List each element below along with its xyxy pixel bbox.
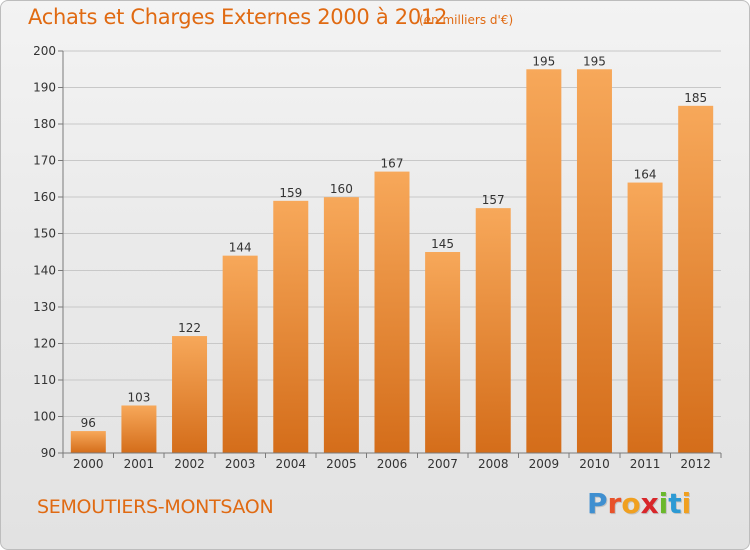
- chart-title: Achats et Charges Externes 2000 à 2012: [28, 5, 448, 29]
- value-label: 167: [381, 157, 404, 171]
- value-label: 195: [532, 54, 555, 68]
- y-tick-label: 190: [33, 81, 56, 95]
- bar-2011: [627, 182, 663, 453]
- bar-2003: [222, 255, 258, 453]
- bar-2001: [121, 405, 157, 453]
- value-labels: 96 103 122 144 159 160 167 145 157 195 195 164 185: [81, 54, 707, 430]
- y-axis-ticks: 90 100 110 120 130 140 150 160 170 180 190 200: [33, 44, 63, 460]
- value-label: 185: [684, 91, 707, 105]
- x-tick-label: 2005: [326, 457, 357, 471]
- value-label: 195: [583, 54, 606, 68]
- bar-2012: [678, 105, 714, 454]
- value-label: 122: [178, 321, 201, 335]
- value-label: 96: [81, 416, 96, 430]
- bar-2005: [323, 197, 359, 453]
- x-axis-ticks: 2000 2001 2002 2003 2004 2005 2006 2007 2008 2009…: [62, 453, 722, 471]
- chart-subtitle: (en milliers d'€): [419, 13, 514, 27]
- y-tick-label: 110: [33, 373, 56, 387]
- x-tick-label: 2003: [225, 457, 256, 471]
- y-tick-label: 160: [33, 190, 56, 204]
- logo-letter: x: [640, 487, 659, 520]
- bar-2009: [526, 69, 562, 453]
- bar-2004: [273, 200, 309, 453]
- x-tick-label: 2010: [579, 457, 610, 471]
- bar-2006: [374, 171, 410, 453]
- bar-2010: [576, 69, 612, 453]
- y-tick-label: 200: [33, 44, 56, 58]
- value-label: 160: [330, 182, 353, 196]
- proxiti-logo: Proxiti: [587, 487, 691, 520]
- logo-letter: t: [668, 487, 682, 520]
- x-tick-label: 2000: [73, 457, 104, 471]
- y-tick-label: 120: [33, 336, 56, 350]
- x-tick-label: 2007: [427, 457, 458, 471]
- x-tick-label: 2002: [174, 457, 205, 471]
- logo-letter: i: [658, 487, 669, 520]
- value-label: 159: [279, 186, 302, 200]
- y-tick-label: 100: [33, 409, 56, 423]
- y-tick-label: 90: [41, 446, 56, 460]
- x-tick-label: 2012: [680, 457, 711, 471]
- value-label: 157: [482, 193, 505, 207]
- value-label: 103: [127, 390, 150, 404]
- x-tick-label: 2004: [275, 457, 306, 471]
- value-label: 164: [634, 168, 657, 182]
- logo-letter: P: [587, 487, 608, 520]
- bar-2002: [172, 336, 208, 453]
- logo-letter: r: [607, 487, 622, 520]
- bar-2008: [475, 208, 511, 453]
- x-tick-label: 2008: [478, 457, 509, 471]
- x-tick-label: 2009: [529, 457, 560, 471]
- value-label: 145: [431, 237, 454, 251]
- y-tick-label: 170: [33, 154, 56, 168]
- bar-2007: [425, 252, 461, 453]
- y-tick-label: 140: [33, 263, 56, 277]
- x-tick-label: 2011: [630, 457, 661, 471]
- bars: [70, 69, 714, 454]
- commune-name: SEMOUTIERS-MONTSAON: [37, 496, 274, 518]
- y-tick-label: 130: [33, 300, 56, 314]
- value-label: 144: [229, 241, 252, 255]
- x-tick-label: 2006: [377, 457, 408, 471]
- y-tick-label: 150: [33, 227, 56, 241]
- x-tick-label: 2001: [124, 457, 155, 471]
- bar-2000: [70, 431, 106, 453]
- logo-letter: o: [621, 487, 641, 520]
- axes: [62, 51, 721, 454]
- y-tick-label: 180: [33, 117, 56, 131]
- logo-letter: i: [681, 487, 692, 520]
